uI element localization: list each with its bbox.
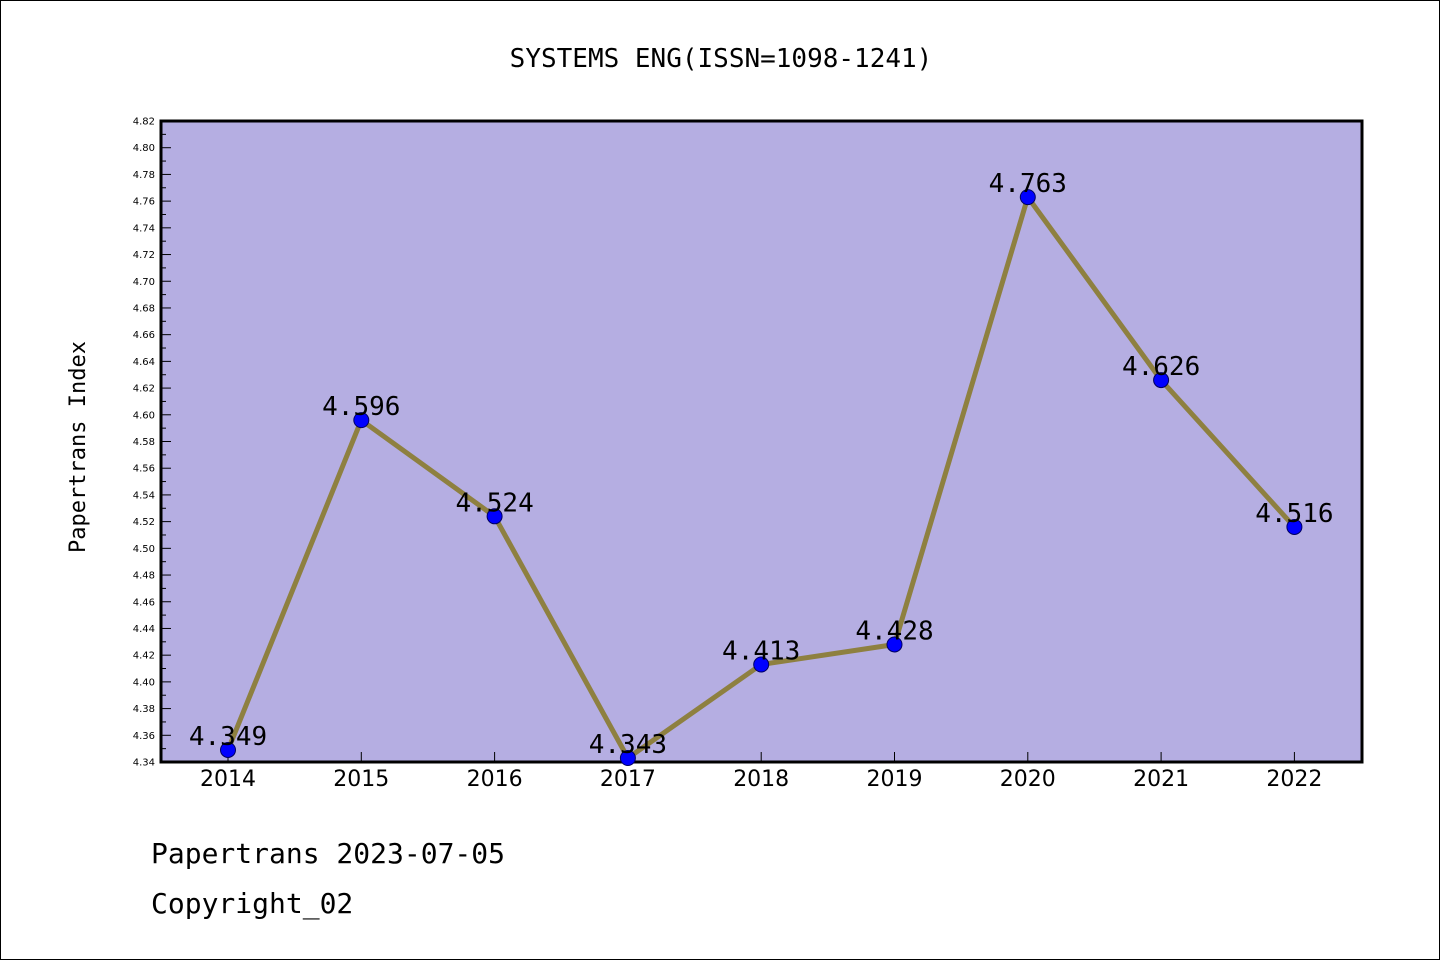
data-point-marker <box>1153 372 1170 389</box>
y-tick-label: 4.74 <box>133 223 155 234</box>
y-tick-label: 4.40 <box>133 677 155 688</box>
y-tick-label: 4.62 <box>133 384 155 395</box>
y-ticks: 4.34 4.36 4.38 4.40 4.42 4.44 4.46 4.48 4.50 4.52… <box>133 117 171 769</box>
plot-area <box>159 119 1364 764</box>
data-labels-group: 4.349 4.596 4.524 4.343 4.413 4.428 4.763 4.626… <box>189 169 1334 760</box>
y-tick-label: 4.46 <box>133 597 155 608</box>
data-point-marker <box>1286 518 1303 535</box>
y-axis-label: Papertrans Index <box>66 341 91 553</box>
y-tick-label: 4.66 <box>133 330 155 341</box>
chart-title: SYSTEMS ENG(ISSN=1098-1241) <box>510 44 933 74</box>
data-label: 4.516 <box>1255 499 1333 529</box>
y-tick-label: 4.58 <box>133 437 155 448</box>
x-tick-label: 2022 <box>1266 767 1322 792</box>
footer-copyright: Copyright_02 <box>151 887 354 920</box>
y-tick-label: 4.48 <box>133 571 155 582</box>
x-tick-label: 2018 <box>733 767 789 792</box>
y-tick-label: 4.34 <box>133 758 155 769</box>
data-label: 4.413 <box>722 637 800 667</box>
data-label: 4.763 <box>989 169 1067 199</box>
y-tick-label: 4.54 <box>133 490 155 501</box>
y-minor-ticks <box>161 133 166 750</box>
y-tick-label: 4.70 <box>133 277 155 288</box>
x-tick-label: 2015 <box>333 767 389 792</box>
data-point-marker <box>220 741 236 758</box>
x-tick-label: 2017 <box>600 767 656 792</box>
y-tick-label: 4.44 <box>133 624 155 635</box>
y-tick-label: 4.56 <box>133 464 155 475</box>
data-point-marker <box>619 749 636 766</box>
y-tick-label: 4.82 <box>133 117 155 128</box>
y-tick-label: 4.68 <box>133 303 155 314</box>
data-label: 4.343 <box>589 730 667 760</box>
y-tick-label: 4.80 <box>133 143 155 154</box>
x-tick-label: 2019 <box>867 767 923 792</box>
data-label: 4.626 <box>1122 352 1200 382</box>
y-tick-label: 4.38 <box>133 704 155 715</box>
x-tick-label: 2020 <box>1000 767 1056 792</box>
y-tick-label: 4.76 <box>133 197 155 208</box>
x-tick-label: 2014 <box>200 767 256 792</box>
y-tick-label: 4.52 <box>133 517 155 528</box>
y-tick-label: 4.36 <box>133 731 155 742</box>
data-label: 4.428 <box>855 616 933 646</box>
markers-group <box>220 189 1303 766</box>
footer-date-line: Papertrans 2023-07-05 <box>151 837 506 870</box>
x-ticks: 2014 2015 2016 2017 2018 2019 2020 2021 2022 <box>200 752 1322 792</box>
data-point-marker <box>486 508 503 525</box>
y-tick-label: 4.64 <box>133 357 155 368</box>
y-tick-label: 4.50 <box>133 544 155 555</box>
y-tick-label: 4.72 <box>133 250 155 261</box>
y-tick-label: 4.42 <box>133 651 155 662</box>
data-point-marker <box>1019 189 1036 206</box>
data-point-marker <box>353 412 370 429</box>
data-label: 4.349 <box>189 722 267 752</box>
y-tick-label: 4.60 <box>133 410 155 421</box>
data-label: 4.596 <box>322 392 400 422</box>
x-tick-label: 2021 <box>1133 767 1189 792</box>
data-label: 4.524 <box>455 488 533 518</box>
data-point-marker <box>753 656 770 673</box>
data-point-marker <box>886 636 903 653</box>
y-tick-label: 4.78 <box>133 170 155 181</box>
x-tick-label: 2016 <box>467 767 523 792</box>
